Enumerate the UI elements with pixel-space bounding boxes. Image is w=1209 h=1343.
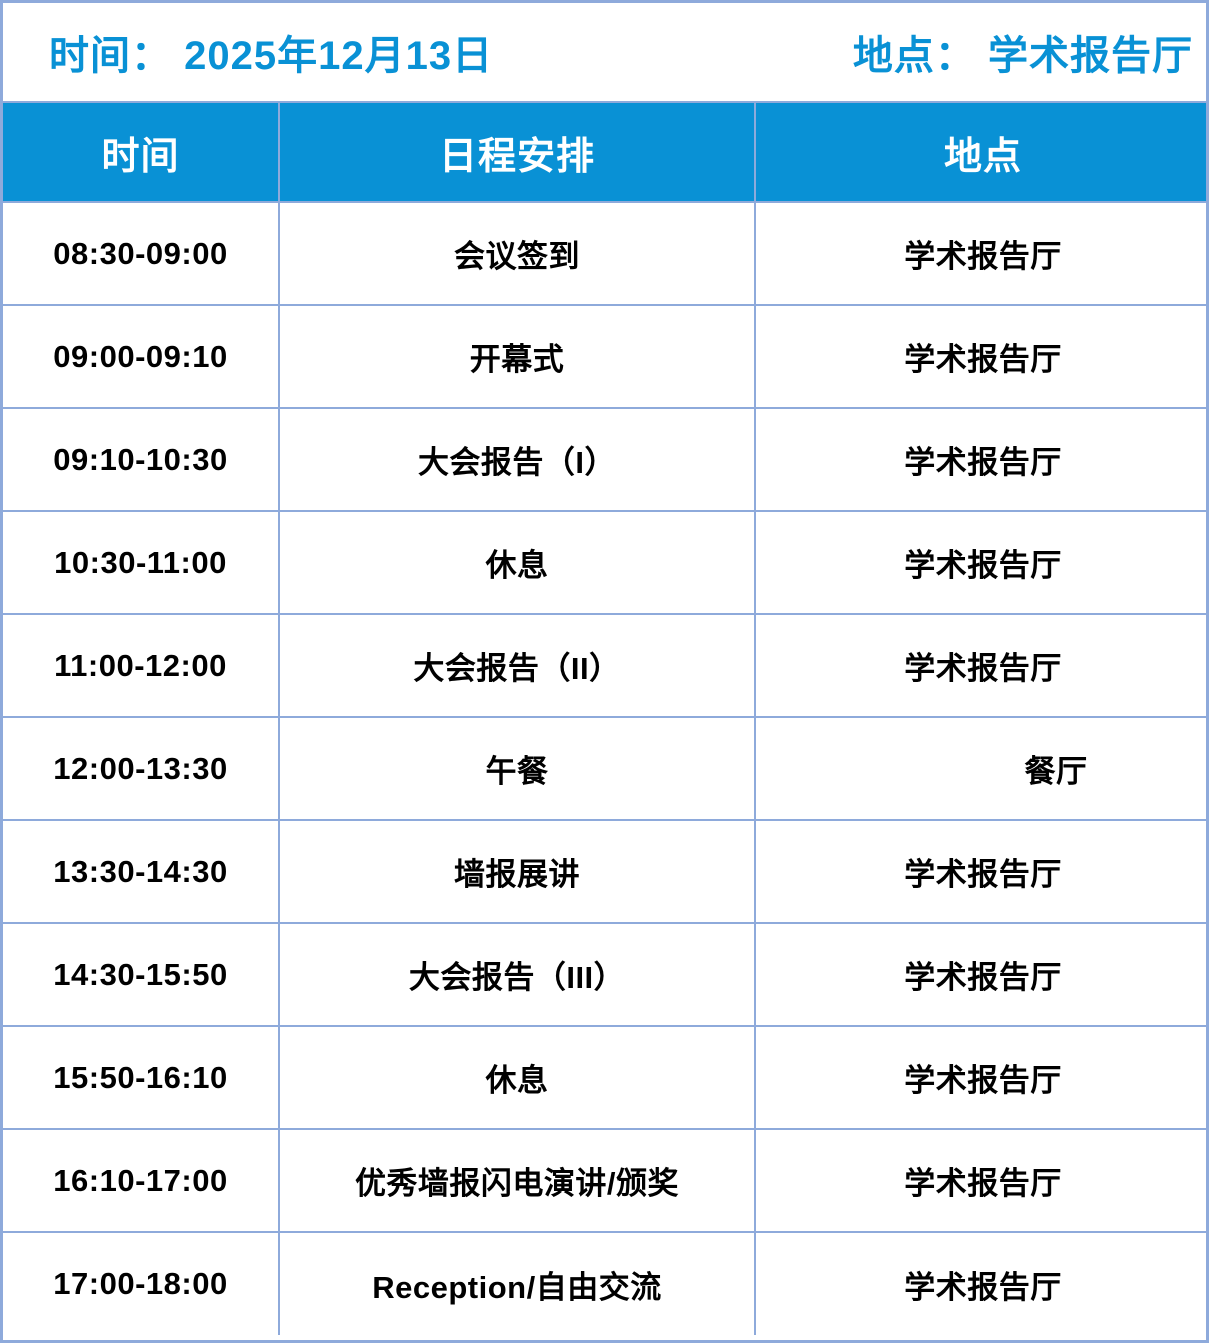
table-row: 09:10-10:30 大会报告（I） 学术报告厅	[3, 407, 1206, 512]
table-row: 09:00-09:10 开幕式 学术报告厅	[3, 304, 1206, 409]
time-cell: 15:50-16:10	[3, 1025, 280, 1130]
time-cell: 16:10-17:00	[3, 1128, 280, 1233]
table-row: 14:30-15:50 大会报告（III） 学术报告厅	[3, 922, 1206, 1027]
table-row: 12:00-13:30 午餐 餐厅	[3, 716, 1206, 821]
table-row: 13:30-14:30 墙报展讲 学术报告厅	[3, 819, 1206, 924]
location-cell: 学术报告厅	[754, 1231, 1206, 1335]
event-cell: 休息	[278, 1025, 756, 1130]
schedule-date-label: 时间： 2025年12月13日	[49, 34, 494, 78]
event-cell: 优秀墙报闪电演讲/颁奖	[278, 1128, 756, 1233]
time-cell: 08:30-09:00	[3, 201, 280, 306]
event-cell: 休息	[278, 510, 756, 615]
column-header-agenda: 日程安排	[278, 103, 756, 203]
time-cell: 09:00-09:10	[3, 304, 280, 409]
location-cell: 学术报告厅	[754, 407, 1206, 512]
column-header-time: 时间	[3, 103, 280, 203]
time-cell: 14:30-15:50	[3, 922, 280, 1027]
location-cell: 餐厅	[754, 716, 1206, 821]
event-cell: 午餐	[278, 716, 756, 821]
location-cell: 学术报告厅	[754, 1025, 1206, 1130]
table-row: 17:00-18:00 Reception/自由交流 学术报告厅	[3, 1231, 1206, 1335]
location-cell: 学术报告厅	[754, 922, 1206, 1027]
table-row: 11:00-12:00 大会报告（II） 学术报告厅	[3, 613, 1206, 718]
location-cell: 学术报告厅	[754, 304, 1206, 409]
table-row: 08:30-09:00 会议签到 学术报告厅	[3, 201, 1206, 306]
location-cell: 学术报告厅	[754, 201, 1206, 306]
time-cell: 12:00-13:30	[3, 716, 280, 821]
location-cell: 学术报告厅	[754, 819, 1206, 924]
schedule-table: 时间 日程安排 地点 08:30-09:00 会议签到 学术报告厅 09:00-…	[3, 103, 1206, 1335]
schedule-venue-label: 地点： 学术报告厅	[852, 34, 1193, 78]
column-header-location: 地点	[754, 103, 1206, 203]
time-cell: 17:00-18:00	[3, 1231, 280, 1335]
time-cell: 09:10-10:30	[3, 407, 280, 512]
title-bar: 时间： 2025年12月13日 地点： 学术报告厅	[3, 3, 1206, 103]
location-cell: 学术报告厅	[754, 1128, 1206, 1233]
location-cell: 学术报告厅	[754, 510, 1206, 615]
table-row: 16:10-17:00 优秀墙报闪电演讲/颁奖 学术报告厅	[3, 1128, 1206, 1233]
event-cell: 大会报告（II）	[278, 613, 756, 718]
event-cell: 会议签到	[278, 201, 756, 306]
event-cell: 大会报告（III）	[278, 922, 756, 1027]
event-cell: Reception/自由交流	[278, 1231, 756, 1335]
event-cell: 大会报告（I）	[278, 407, 756, 512]
event-cell: 开幕式	[278, 304, 756, 409]
time-cell: 11:00-12:00	[3, 613, 280, 718]
table-row: 10:30-11:00 休息 学术报告厅	[3, 510, 1206, 615]
time-cell: 10:30-11:00	[3, 510, 280, 615]
event-cell: 墙报展讲	[278, 819, 756, 924]
location-cell: 学术报告厅	[754, 613, 1206, 718]
table-header-row: 时间 日程安排 地点	[3, 103, 1206, 203]
table-row: 15:50-16:10 休息 学术报告厅	[3, 1025, 1206, 1130]
time-cell: 13:30-14:30	[3, 819, 280, 924]
